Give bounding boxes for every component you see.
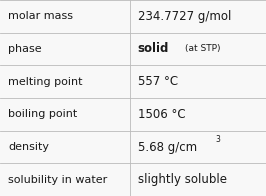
Text: phase: phase — [8, 44, 41, 54]
Text: 5.68 g/cm: 5.68 g/cm — [138, 141, 197, 153]
Text: solubility in water: solubility in water — [8, 175, 107, 185]
Text: 234.7727 g/mol: 234.7727 g/mol — [138, 10, 231, 23]
Text: 1506 °C: 1506 °C — [138, 108, 185, 121]
Text: molar mass: molar mass — [8, 11, 73, 21]
Text: solid: solid — [138, 43, 169, 55]
Text: (at STP): (at STP) — [185, 44, 221, 54]
Text: density: density — [8, 142, 49, 152]
Text: melting point: melting point — [8, 77, 82, 87]
Text: 3: 3 — [215, 135, 220, 144]
Text: boiling point: boiling point — [8, 109, 77, 119]
Text: 557 °C: 557 °C — [138, 75, 178, 88]
Text: slightly soluble: slightly soluble — [138, 173, 227, 186]
